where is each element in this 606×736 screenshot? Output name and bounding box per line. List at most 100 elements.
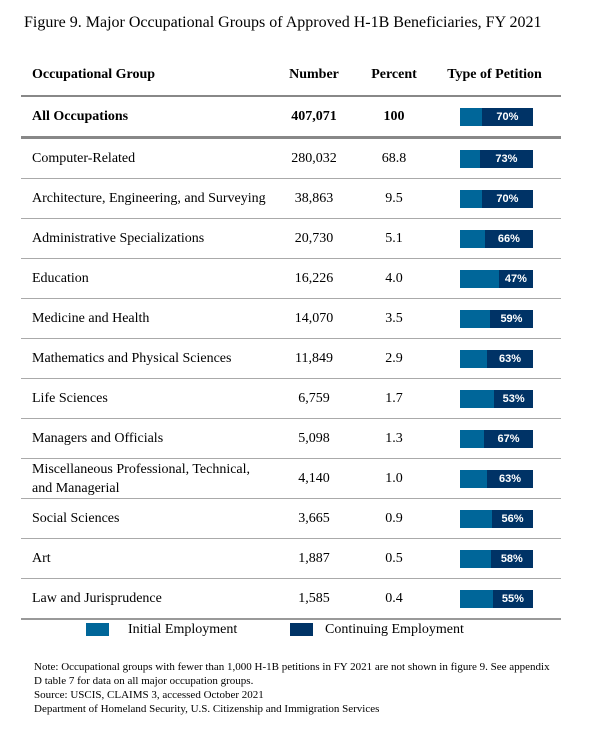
petition-type-cell: 70% <box>428 178 561 219</box>
continuing-employment-segment: 63% <box>487 349 533 368</box>
initial-employment-segment <box>460 549 491 568</box>
table-row: Education 16,226 4.0 47% <box>21 258 561 299</box>
petition-type-bar: 70% <box>460 189 533 208</box>
percent-cell: 0.4 <box>360 578 428 620</box>
header-row: Occupational Group Number Percent Type o… <box>21 54 561 97</box>
percent-cell: 0.5 <box>360 538 428 579</box>
initial-employment-segment <box>460 149 480 168</box>
percent-cell: 4.0 <box>360 258 428 299</box>
table-row: Art 1,887 0.5 58% <box>21 538 561 579</box>
group-cell: Miscellaneous Professional, Technical, a… <box>21 458 268 499</box>
percent-cell: 5.1 <box>360 218 428 259</box>
legend-swatch-initial <box>86 623 109 636</box>
initial-employment-segment <box>460 469 487 488</box>
table-row: Law and Jurisprudence 1,585 0.4 55% <box>21 578 561 620</box>
table-row: Computer-Related 280,032 68.8 73% <box>21 137 561 179</box>
table-row: Life Sciences 6,759 1.7 53% <box>21 378 561 419</box>
number-cell: 280,032 <box>268 137 360 179</box>
number-cell: 5,098 <box>268 418 360 459</box>
petition-type-cell: 53% <box>428 378 561 419</box>
total-row: All Occupations 407,071 100 70% <box>21 96 561 139</box>
initial-employment-segment <box>460 269 499 288</box>
occupation-table: Occupational Group Number Percent Type o… <box>21 54 561 620</box>
petition-type-cell: 73% <box>428 137 561 179</box>
legend-label-initial: Initial Employment <box>128 622 238 637</box>
continuing-employment-segment: 55% <box>492 589 533 608</box>
note-line: D table 7 for data on all major occupati… <box>34 675 254 687</box>
number-cell: 407,071 <box>268 96 360 139</box>
continuing-employment-segment: 66% <box>484 229 533 248</box>
table-row: Medicine and Health 14,070 3.5 59% <box>21 298 561 339</box>
percent-cell: 3.5 <box>360 298 428 339</box>
group-cell: Art <box>21 538 268 579</box>
petition-type-cell: 70% <box>428 96 561 139</box>
petition-type-cell: 59% <box>428 298 561 339</box>
number-cell: 4,140 <box>268 458 360 499</box>
percent-cell: 1.3 <box>360 418 428 459</box>
group-cell: Medicine and Health <box>21 298 268 339</box>
percent-cell: 100 <box>360 96 428 139</box>
group-cell: All Occupations <box>21 96 268 139</box>
petition-type-bar: 70% <box>460 107 533 126</box>
petition-type-bar: 59% <box>460 309 533 328</box>
notes: Note: Occupational groups with fewer tha… <box>34 660 550 716</box>
initial-employment-segment <box>460 589 493 608</box>
petition-type-cell: 63% <box>428 338 561 379</box>
petition-type-cell: 63% <box>428 458 561 499</box>
percent-cell: 68.8 <box>360 137 428 179</box>
petition-type-bar: 58% <box>460 549 533 568</box>
legend-swatch-continuing <box>290 623 313 636</box>
percent-cell: 1.0 <box>360 458 428 499</box>
continuing-employment-segment: 56% <box>492 509 533 528</box>
continuing-employment-segment: 47% <box>498 269 533 288</box>
col-header-number: Number <box>268 54 360 97</box>
col-header-group: Occupational Group <box>21 54 268 97</box>
petition-type-cell: 47% <box>428 258 561 299</box>
initial-employment-segment <box>460 309 490 328</box>
continuing-employment-segment: 53% <box>494 389 533 408</box>
number-cell: 16,226 <box>268 258 360 299</box>
petition-type-bar: 63% <box>460 349 533 368</box>
percent-cell: 2.9 <box>360 338 428 379</box>
number-cell: 3,665 <box>268 498 360 539</box>
petition-type-bar: 73% <box>460 149 533 168</box>
petition-type-bar: 55% <box>460 589 533 608</box>
percent-cell: 9.5 <box>360 178 428 219</box>
number-cell: 14,070 <box>268 298 360 339</box>
col-header-percent: Percent <box>360 54 428 97</box>
petition-type-bar: 56% <box>460 509 533 528</box>
number-cell: 1,887 <box>268 538 360 579</box>
group-cell: Life Sciences <box>21 378 268 419</box>
number-cell: 38,863 <box>268 178 360 219</box>
initial-employment-segment <box>460 429 485 448</box>
group-cell: Administrative Specializations <box>21 218 268 259</box>
initial-employment-segment <box>460 349 487 368</box>
initial-employment-segment <box>460 389 495 408</box>
group-cell: Social Sciences <box>21 498 268 539</box>
petition-type-cell: 67% <box>428 418 561 459</box>
continuing-employment-segment: 59% <box>489 309 533 328</box>
note-line: Note: Occupational groups with fewer tha… <box>34 661 550 673</box>
group-cell: Architecture, Engineering, and Surveying <box>21 178 268 219</box>
percent-cell: 0.9 <box>360 498 428 539</box>
table-row: Miscellaneous Professional, Technical, a… <box>21 458 561 499</box>
continuing-employment-segment: 70% <box>481 107 533 126</box>
group-cell: Mathematics and Physical Sciences <box>21 338 268 379</box>
continuing-employment-segment: 73% <box>479 149 533 168</box>
group-cell: Managers and Officials <box>21 418 268 459</box>
continuing-employment-segment: 63% <box>487 469 533 488</box>
legend-label-continuing: Continuing Employment <box>325 622 464 637</box>
continuing-employment-segment: 67% <box>484 429 533 448</box>
continuing-employment-segment: 70% <box>481 189 533 208</box>
petition-type-cell: 55% <box>428 578 561 620</box>
number-cell: 6,759 <box>268 378 360 419</box>
group-cell: Education <box>21 258 268 299</box>
petition-type-bar: 47% <box>460 269 533 288</box>
group-cell: Computer-Related <box>21 137 268 179</box>
percent-cell: 1.7 <box>360 378 428 419</box>
initial-employment-segment <box>460 189 482 208</box>
petition-type-bar: 66% <box>460 229 533 248</box>
number-cell: 1,585 <box>268 578 360 620</box>
number-cell: 11,849 <box>268 338 360 379</box>
agency-line: Department of Homeland Security, U.S. Ci… <box>34 703 380 715</box>
